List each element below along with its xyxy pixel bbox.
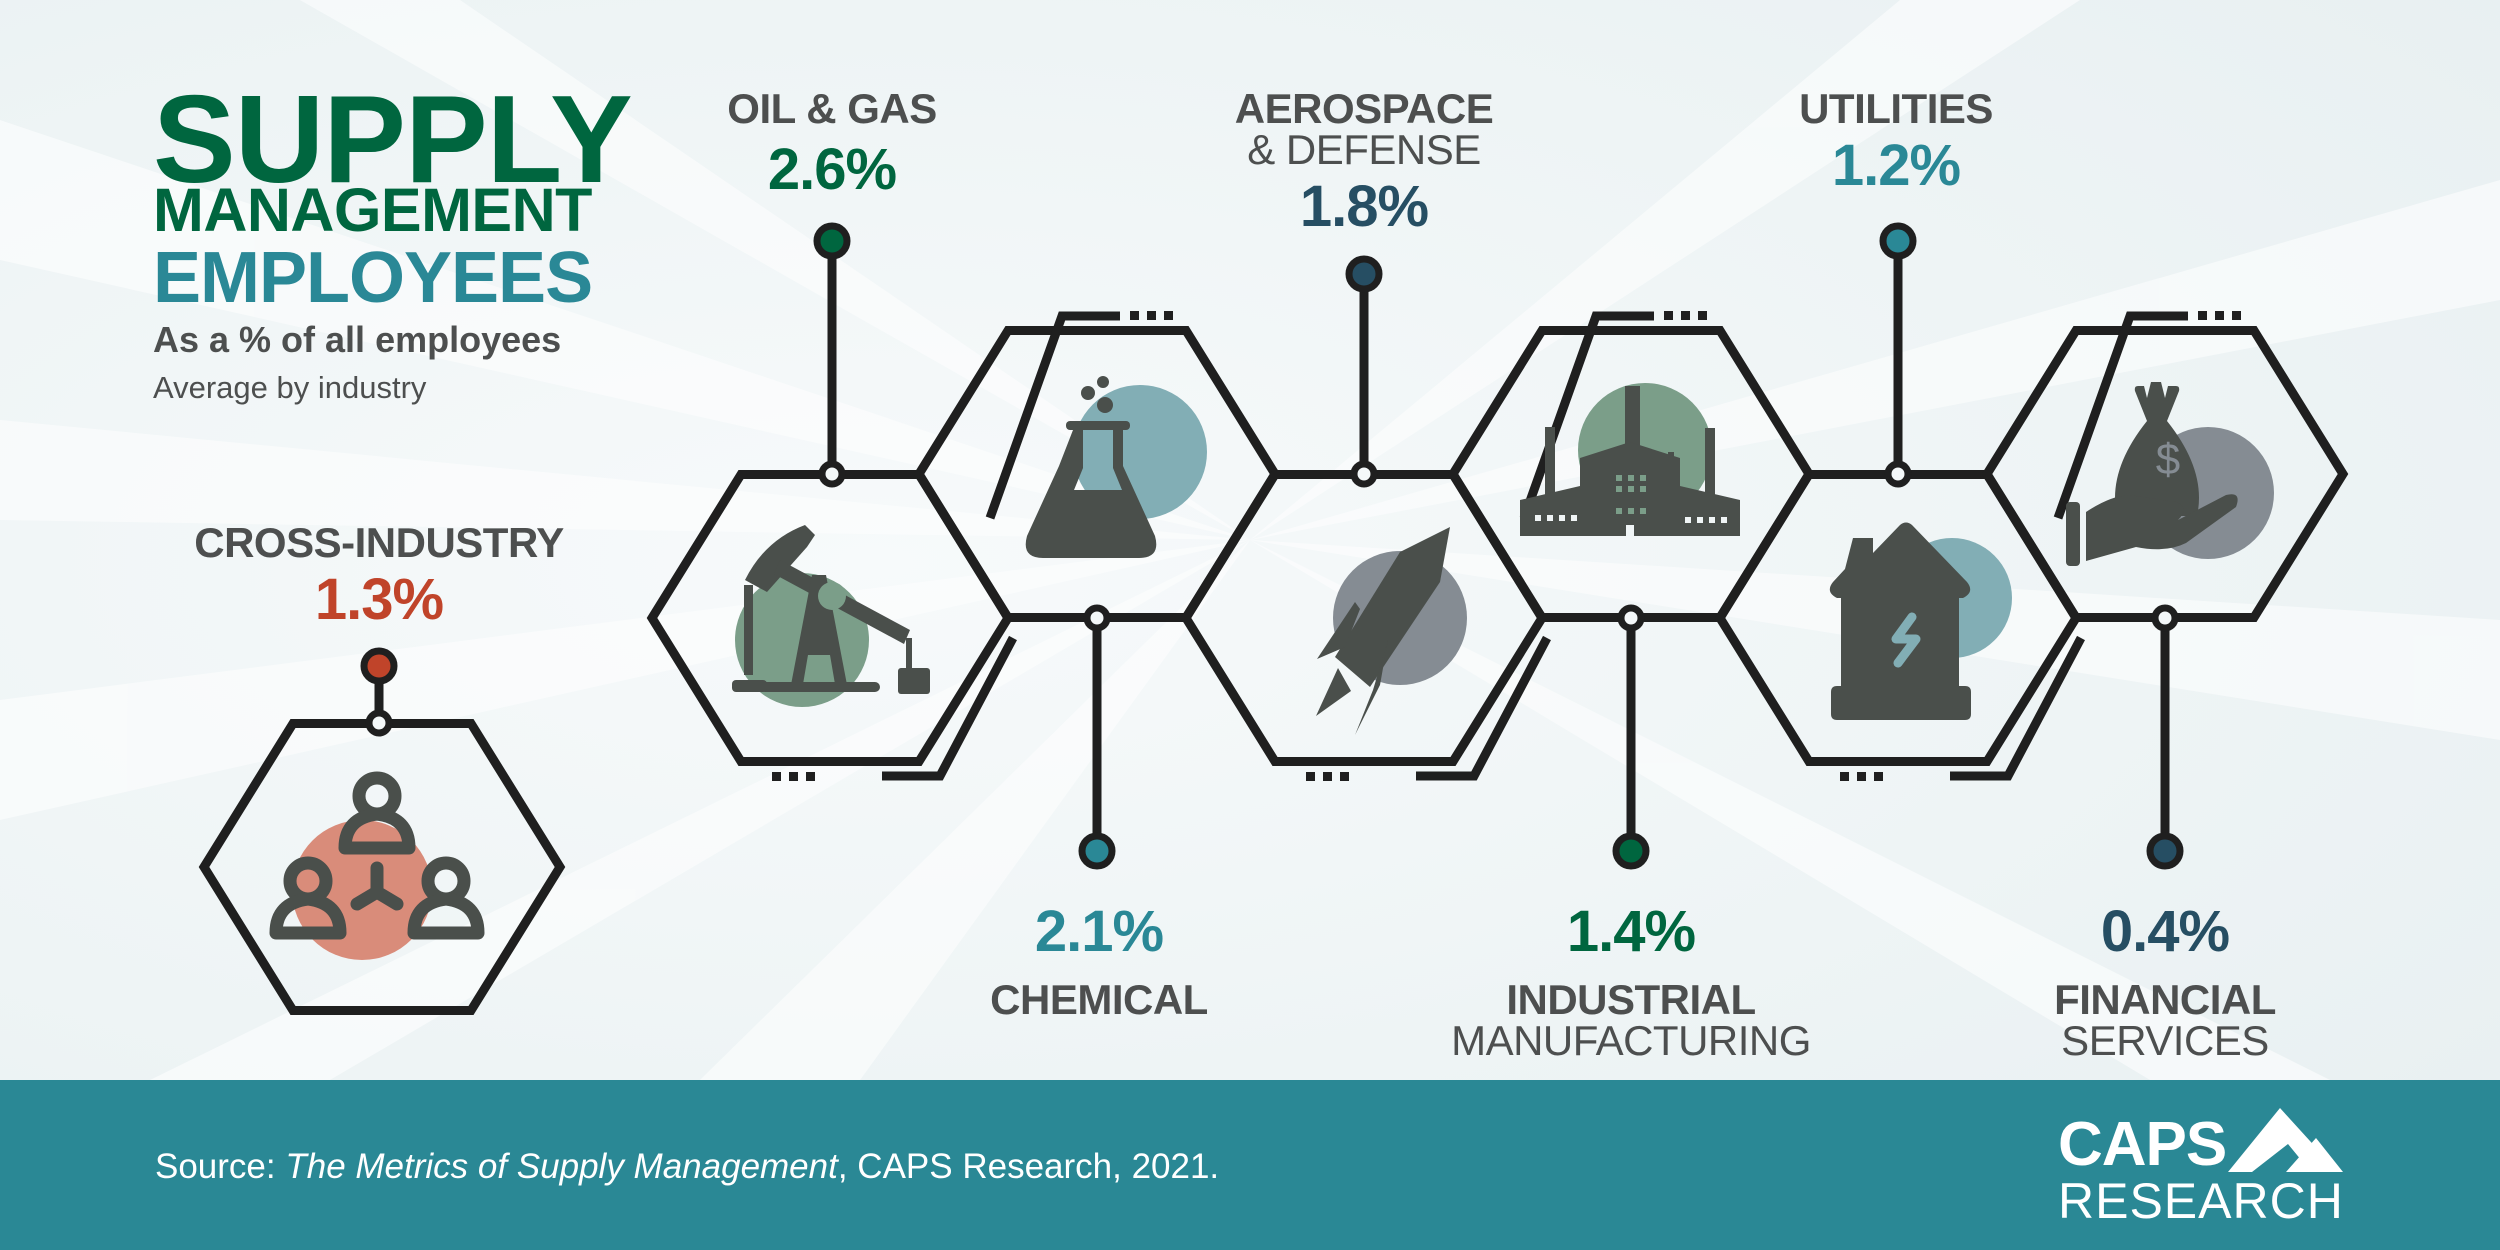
industrial-value: 1.4% xyxy=(1566,899,1696,964)
title-line-management: MANAGEMENT xyxy=(153,176,592,244)
oil-gas-label: OIL & GAS xyxy=(727,85,937,132)
hexagon-network: $ xyxy=(0,222,2500,1080)
logo-research-text: RESEARCH xyxy=(2058,1173,2344,1229)
oil-gas-dot xyxy=(813,222,851,260)
people-network-icon xyxy=(269,771,485,960)
chemical-dot xyxy=(1078,832,1116,870)
oil-gas-value: 2.6% xyxy=(767,137,897,202)
factory-icon xyxy=(1520,383,1740,536)
aerospace-label-sub: & DEFENSE xyxy=(1247,126,1481,173)
cross-industry-dot xyxy=(360,647,398,685)
utilities-dot xyxy=(1879,222,1917,260)
footer-bar xyxy=(0,1080,2500,1250)
caption: Average by industry xyxy=(153,370,427,405)
subtitle: As a % of all employees xyxy=(153,319,562,360)
financial-value: 0.4% xyxy=(2100,899,2230,964)
oil-pump-icon xyxy=(732,525,930,707)
svg-text:$: $ xyxy=(2156,435,2180,484)
caps-research-logo: CAPS RESEARCH xyxy=(2058,1100,2348,1230)
cross-industry-value: 1.3% xyxy=(314,567,444,632)
utilities-value: 1.2% xyxy=(1831,133,1961,198)
source-suffix: , CAPS Research, 2021. xyxy=(837,1147,1220,1186)
cross-industry-label: CROSS-INDUSTRY xyxy=(194,519,564,566)
utilities-label: UTILITIES xyxy=(1799,85,1993,132)
aerospace-value: 1.8% xyxy=(1299,174,1429,239)
rocket-icon xyxy=(1316,527,1467,735)
logo-caps-text: CAPS xyxy=(2058,1110,2227,1179)
source-prefix: Source: xyxy=(155,1147,286,1186)
source-citation: Source: The Metrics of Supply Management… xyxy=(155,1147,1219,1187)
chemical-value: 2.1% xyxy=(1034,899,1164,964)
chemical-label: CHEMICAL xyxy=(990,976,1208,1023)
financial-dot xyxy=(2146,832,2184,870)
financial-label-sub: SERVICES xyxy=(2061,1017,2269,1064)
title-line-employees: EMPLOYEES xyxy=(153,238,593,318)
aerospace-label: AEROSPACE xyxy=(1234,85,1494,132)
aerospace-dot xyxy=(1345,255,1383,293)
industrial-label: INDUSTRIAL xyxy=(1506,976,1756,1023)
title-line-supply: SUPPLY xyxy=(153,71,633,209)
industrial-dot xyxy=(1612,832,1650,870)
source-title: The Metrics of Supply Management xyxy=(285,1147,838,1186)
flask-icon xyxy=(1025,376,1207,558)
house-lightning-icon xyxy=(1829,522,2012,720)
financial-label: FINANCIAL xyxy=(2054,976,2276,1023)
money-bag-hand-icon: $ xyxy=(2066,382,2274,566)
industrial-label-sub: MANUFACTURING xyxy=(1451,1017,1811,1064)
background-rays xyxy=(0,0,2500,1080)
mountain-icon xyxy=(2228,1108,2343,1172)
